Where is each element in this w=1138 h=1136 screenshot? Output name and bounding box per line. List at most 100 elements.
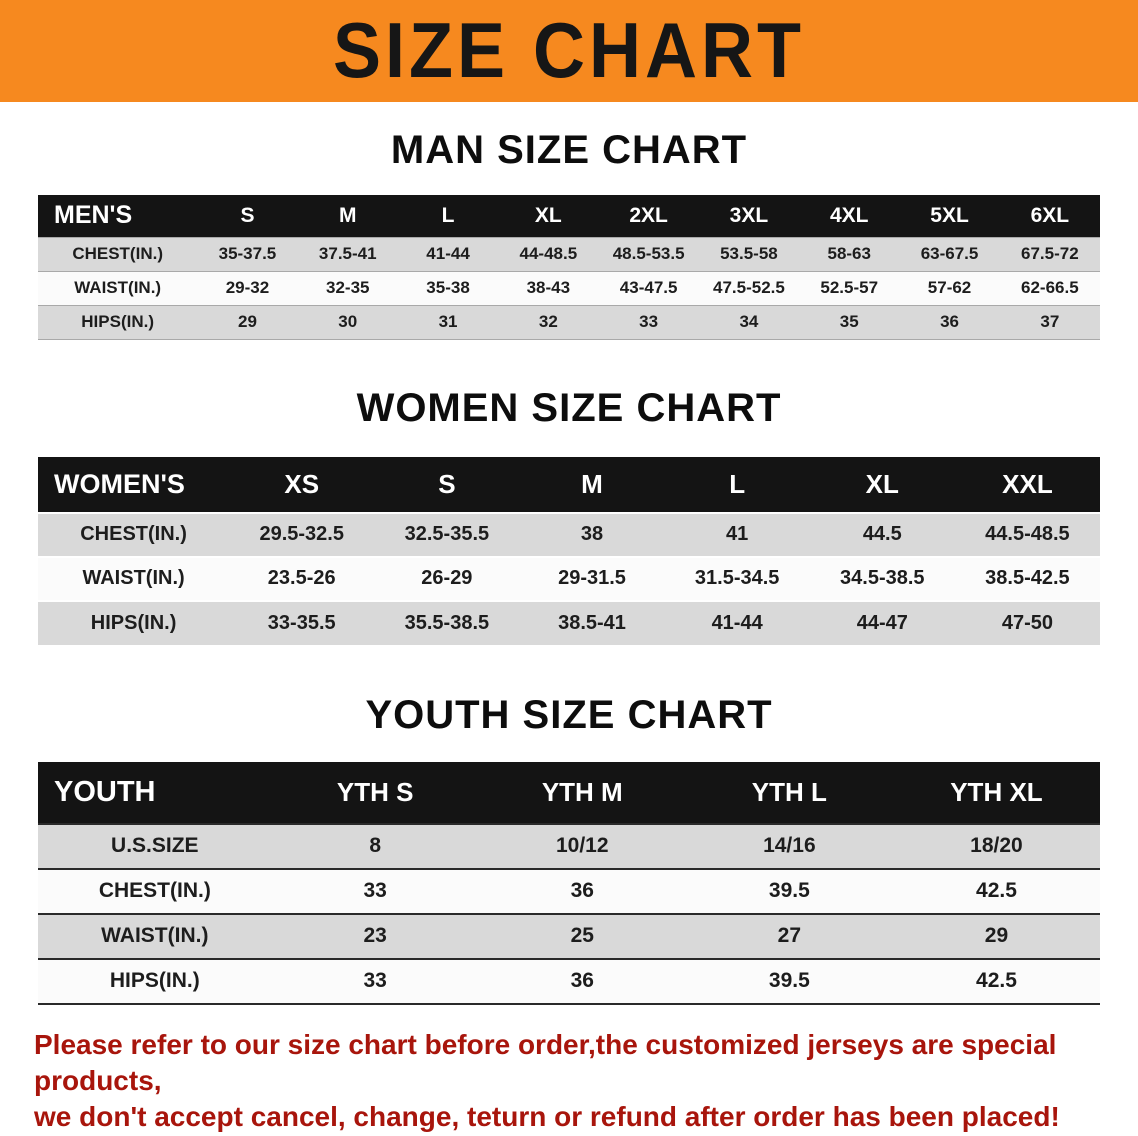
- row-label: HIPS(IN.): [38, 957, 272, 1004]
- table-cell: 25: [478, 912, 686, 959]
- table-cell: 52.5-57: [799, 270, 900, 305]
- table-cell: 29.5-32.5: [229, 511, 375, 557]
- table-cell: 47.5-52.5: [698, 270, 800, 305]
- table-cell: 34: [698, 304, 800, 339]
- table-row: HIPS(IN.) 33-35.5 35.5-38.5 38.5-41 41-44 44-…: [38, 599, 1100, 645]
- table-cell: 33-35.5: [229, 599, 375, 645]
- row-label: U.S.SIZE: [38, 822, 272, 869]
- table-cell: 44.5: [809, 511, 955, 557]
- table-title-cell: MEN'S: [38, 195, 198, 237]
- table-cell: 39.5: [685, 957, 893, 1004]
- table-cell: 41-44: [397, 236, 499, 271]
- column-header: 3XL: [698, 195, 800, 237]
- row-label: CHEST(IN.): [38, 236, 198, 271]
- table-cell: 29: [197, 304, 298, 339]
- table-cell: 33: [271, 867, 479, 914]
- row-label: WAIST(IN.): [38, 912, 272, 959]
- column-header: S: [197, 195, 298, 237]
- table-cell: 29: [892, 912, 1100, 959]
- disclaimer-line-1: Please refer to our size chart before or…: [34, 1028, 1057, 1096]
- column-header: M: [519, 456, 665, 513]
- column-header: S: [374, 456, 520, 513]
- table-cell: 42.5: [892, 867, 1100, 914]
- table-row: U.S.SIZE 8 10/12 14/16 18/20: [38, 822, 1100, 869]
- table-cell: 10/12: [478, 822, 686, 869]
- column-header: L: [664, 456, 810, 513]
- table-row: CHEST(IN.) 35-37.5 37.5-41 41-44 44-48.5 48.5…: [38, 236, 1100, 271]
- table-cell: 35.5-38.5: [374, 599, 520, 645]
- table-cell: 38.5-42.5: [954, 555, 1100, 601]
- column-header: XXL: [954, 456, 1100, 513]
- table-row: CHEST(IN.) 29.5-32.5 32.5-35.5 38 41 44.5 44.5…: [38, 511, 1100, 557]
- table-cell: 37.5-41: [297, 236, 398, 271]
- header-row: WOMEN'S XS S M L XL XXL: [38, 456, 1100, 513]
- column-header: YTH S: [271, 761, 479, 824]
- men-size-table: MEN'S S M L XL 2XL 3XL 4XL 5XL 6XL CHEST(IN.) 35-37…: [38, 195, 1100, 340]
- size-table: WOMEN'S XS S M L XL XXL CHEST(IN.) 29.5-32.5 32.5…: [38, 456, 1100, 645]
- table-row: WAIST(IN.) 23 25 27 29: [38, 912, 1100, 959]
- table-cell: 8: [271, 822, 479, 869]
- table-cell: 42.5: [892, 957, 1100, 1004]
- table-row: HIPS(IN.) 29 30 31 32 33 34 35 36 37: [38, 304, 1100, 339]
- table-cell: 44.5-48.5: [954, 511, 1100, 557]
- table-cell: 33: [598, 304, 699, 339]
- table-cell: 36: [478, 957, 686, 1004]
- table-cell: 30: [297, 304, 398, 339]
- size-chart-banner: SIZE CHART: [0, 0, 1138, 102]
- table-cell: 35-38: [397, 270, 499, 305]
- row-label: CHEST(IN.): [38, 511, 230, 557]
- table-cell: 23: [271, 912, 479, 959]
- column-header: XS: [229, 456, 375, 513]
- table-cell: 37: [999, 304, 1100, 339]
- table-cell: 31: [397, 304, 499, 339]
- table-cell: 38: [519, 511, 665, 557]
- column-header: 6XL: [999, 195, 1100, 237]
- column-header: YTH L: [685, 761, 893, 824]
- table-cell: 58-63: [799, 236, 900, 271]
- column-header: YTH XL: [892, 761, 1100, 824]
- table-cell: 38.5-41: [519, 599, 665, 645]
- header-row: MEN'S S M L XL 2XL 3XL 4XL 5XL 6XL: [38, 195, 1100, 237]
- disclaimer-text: Please refer to our size chart before or…: [0, 1027, 1138, 1136]
- table-cell: 31.5-34.5: [664, 555, 810, 601]
- women-size-chart-heading: WOMEN SIZE CHART: [356, 385, 782, 430]
- table-cell: 23.5-26: [229, 555, 375, 601]
- row-label: HIPS(IN.): [38, 599, 230, 645]
- table-cell: 44-47: [809, 599, 955, 645]
- table-cell: 47-50: [954, 599, 1100, 645]
- table-cell: 39.5: [685, 867, 893, 914]
- table-cell: 41-44: [664, 599, 810, 645]
- column-header: 5XL: [899, 195, 1000, 237]
- table-title-cell: WOMEN'S: [38, 456, 230, 513]
- table-row: CHEST(IN.) 33 36 39.5 42.5: [38, 867, 1100, 914]
- table-cell: 26-29: [374, 555, 520, 601]
- table-cell: 27: [685, 912, 893, 959]
- row-label: WAIST(IN.): [38, 555, 230, 601]
- table-cell: 36: [478, 867, 686, 914]
- size-chart-title: SIZE CHART: [333, 7, 805, 95]
- disclaimer-line-2: we don't accept cancel, change, teturn o…: [34, 1101, 1060, 1133]
- row-label: HIPS(IN.): [38, 304, 198, 339]
- column-header: XL: [498, 195, 599, 237]
- table-cell: 62-66.5: [999, 270, 1100, 305]
- table-title-cell: YOUTH: [38, 761, 272, 824]
- man-size-chart-heading: MAN SIZE CHART: [390, 128, 748, 172]
- size-table: YOUTH YTH S YTH M YTH L YTH XL U.S.SIZE 8 10/12…: [38, 761, 1100, 1005]
- table-row: WAIST(IN.) 29-32 32-35 35-38 38-43 43-47.5 47.…: [38, 270, 1100, 305]
- table-cell: 35-37.5: [197, 236, 298, 271]
- table-cell: 48.5-53.5: [598, 236, 699, 271]
- table-cell: 67.5-72: [999, 236, 1100, 271]
- size-table: MEN'S S M L XL 2XL 3XL 4XL 5XL 6XL CHEST(IN.) 35-37…: [38, 195, 1100, 340]
- column-header: 4XL: [799, 195, 900, 237]
- table-cell: 35: [799, 304, 900, 339]
- table-cell: 29-31.5: [519, 555, 665, 601]
- table-cell: 18/20: [892, 822, 1100, 869]
- column-header: M: [297, 195, 398, 237]
- table-cell: 34.5-38.5: [809, 555, 955, 601]
- table-cell: 33: [271, 957, 479, 1004]
- table-cell: 38-43: [498, 270, 599, 305]
- women-size-table: WOMEN'S XS S M L XL XXL CHEST(IN.) 29.5-32.5 32.5…: [38, 456, 1100, 645]
- row-label: WAIST(IN.): [38, 270, 198, 305]
- column-header: YTH M: [478, 761, 686, 824]
- table-cell: 32-35: [297, 270, 398, 305]
